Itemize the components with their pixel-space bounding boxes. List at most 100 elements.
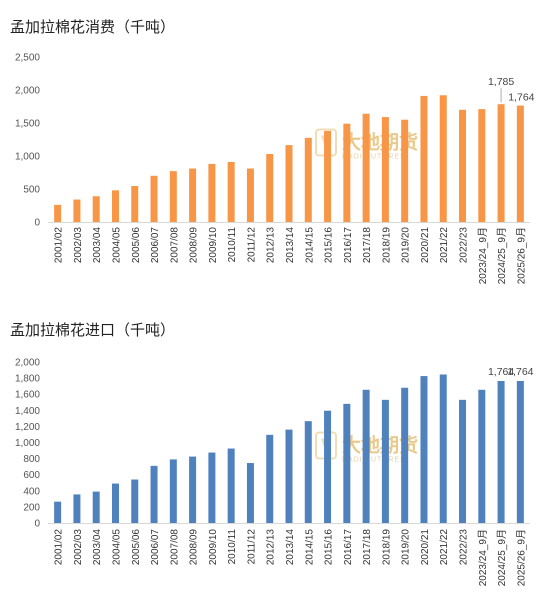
bar	[459, 399, 467, 523]
x-tick-label: 2025/26_9月	[515, 227, 527, 284]
y-tick-label: 400	[23, 486, 40, 497]
y-tick-label: 1,000	[15, 152, 40, 163]
bar	[169, 459, 177, 523]
bar	[381, 117, 389, 222]
bar	[285, 145, 293, 222]
bar	[73, 199, 81, 222]
x-tick-label: 2019/20	[401, 227, 412, 264]
bar	[227, 161, 235, 222]
x-tick-label: 2020/21	[420, 529, 431, 566]
y-tick-label: 1,600	[15, 390, 40, 401]
x-tick-label: 2022/23	[459, 529, 470, 566]
bar	[362, 113, 370, 222]
bar	[54, 204, 62, 222]
y-tick-label: 200	[23, 502, 40, 513]
data-label: 1,785	[488, 76, 514, 88]
x-tick-label: 2007/08	[169, 227, 180, 264]
chart-title: 孟加拉棉花进口（千吨）	[10, 321, 176, 339]
bar	[189, 168, 197, 222]
bar	[111, 190, 119, 222]
x-tick-label: 2019/20	[401, 529, 412, 566]
bar	[73, 494, 81, 523]
x-tick-label: 2009/10	[208, 227, 219, 264]
bar	[92, 491, 100, 523]
x-tick-label: 2010/11	[227, 227, 238, 263]
x-tick-label: 2012/13	[266, 227, 277, 264]
bar	[324, 410, 332, 523]
bar	[208, 163, 216, 222]
bar	[420, 376, 428, 523]
bar	[516, 105, 524, 222]
bar	[189, 456, 197, 523]
watermark-text: 大地期货	[342, 434, 418, 457]
bar	[169, 171, 177, 222]
bar	[150, 175, 158, 222]
x-tick-label: 2017/18	[362, 227, 373, 264]
x-tick-label: 2017/18	[362, 529, 373, 566]
x-tick-label: 2001/02	[54, 227, 65, 264]
x-tick-label: 2004/05	[111, 227, 122, 264]
bar	[478, 389, 486, 523]
y-tick-label: 500	[23, 185, 40, 196]
y-tick-label: 0	[34, 218, 40, 229]
bar	[362, 389, 370, 523]
bar	[420, 95, 428, 222]
y-tick-label: 0	[34, 519, 40, 530]
x-tick-label: 2003/04	[92, 529, 103, 566]
x-tick-label: 2013/14	[285, 227, 296, 264]
data-label: 1,764	[488, 366, 514, 378]
y-tick-label: 1,500	[15, 119, 40, 130]
x-tick-label: 2024/25_9月	[496, 227, 508, 284]
x-tick-label: 2012/13	[266, 529, 277, 566]
x-tick-label: 2011/12	[246, 529, 257, 565]
watermark-text: 大地期货	[342, 131, 418, 154]
bar	[497, 104, 505, 222]
chart-title: 孟加拉棉花消费（千吨）	[10, 18, 176, 36]
y-tick-label: 1,800	[15, 374, 40, 385]
x-tick-label: 2004/05	[111, 529, 122, 566]
x-tick-label: 2022/23	[459, 227, 470, 264]
x-tick-label: 2014/15	[304, 529, 315, 566]
bar	[381, 399, 389, 523]
x-tick-label: 2003/04	[92, 227, 103, 264]
bar	[497, 380, 505, 523]
bar	[285, 429, 293, 523]
x-tick-label: 2008/09	[189, 227, 200, 264]
y-tick-label: 2,000	[15, 86, 40, 97]
bar	[478, 109, 486, 222]
bar	[516, 380, 524, 523]
x-tick-label: 2016/17	[343, 227, 354, 264]
x-tick-label: 2010/11	[227, 529, 238, 565]
bar	[246, 463, 254, 523]
x-tick-label: 2023/24_9月	[477, 227, 489, 284]
x-tick-label: 2021/22	[439, 227, 450, 264]
x-tick-label: 2021/22	[439, 529, 450, 566]
bar	[54, 501, 62, 523]
x-tick-label: 2002/03	[73, 227, 84, 264]
bar	[439, 95, 447, 222]
bar	[246, 168, 254, 222]
bar	[324, 130, 332, 222]
x-tick-label: 2011/12	[246, 227, 257, 263]
x-tick-label: 2008/09	[189, 529, 200, 566]
data-label: 1,764	[508, 92, 534, 104]
import-chart: 大地期货 DADI FUTURES 0 200 400 600 800 1,000 1,200 1…	[0, 303, 550, 606]
x-tick-label: 2006/07	[150, 529, 161, 566]
x-tick-label: 2009/10	[208, 529, 219, 566]
bar	[343, 403, 351, 523]
bar	[401, 387, 409, 523]
x-tick-label: 2007/08	[169, 529, 180, 566]
bar	[131, 479, 139, 523]
y-tick-label: 1,400	[15, 406, 40, 417]
x-tick-label: 2016/17	[343, 529, 354, 566]
bar	[92, 196, 100, 222]
x-tick-label: 2018/19	[381, 227, 392, 264]
x-tick-label: 2002/03	[73, 529, 84, 566]
y-tick-label: 1,200	[15, 422, 40, 433]
data-label: 1,764	[507, 366, 533, 378]
x-tick-label: 2023/24_9月	[477, 529, 489, 586]
x-tick-label: 2006/07	[150, 227, 161, 264]
bar	[459, 109, 467, 222]
consumption-chart: 大地期货 DADI FUTURES 0 500 1,000 1,500 2,000 2,500…	[10, 18, 535, 285]
